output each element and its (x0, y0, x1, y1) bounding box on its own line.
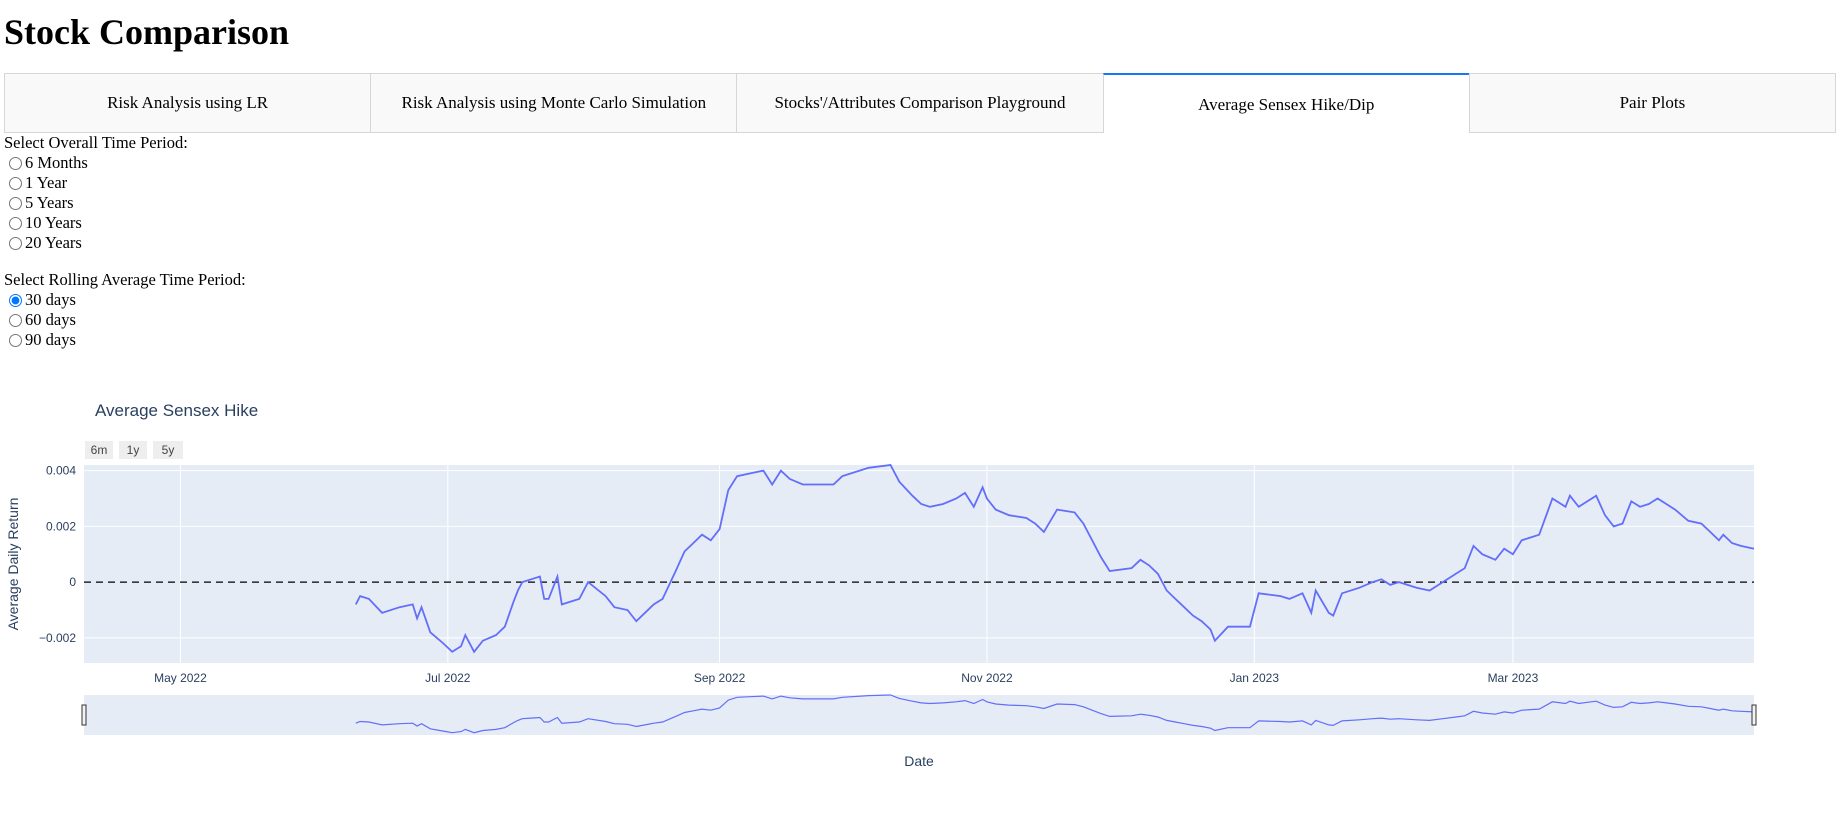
range-button-6m[interactable] (85, 441, 113, 459)
series-line[interactable] (355, 464, 1755, 654)
x-tick-label: May 2022 (154, 671, 207, 685)
range-button-label: 6m (91, 443, 108, 457)
x-tick-label: Nov 2022 (961, 671, 1013, 685)
time-period-option-label: 6 Months (25, 153, 88, 172)
y-tick-label: 0.002 (46, 519, 76, 533)
y-axis-label: Average Daily Return (5, 498, 21, 631)
x-axis-label: Date (904, 753, 934, 769)
time-period-radio-20y[interactable] (9, 236, 22, 250)
time-period-group: Select Overall Time Period: 6 Months 1 Y… (4, 133, 188, 253)
rolling-radio-90[interactable] (9, 333, 22, 347)
y-tick-label: 0 (69, 575, 76, 589)
y-tick-label: 0.004 (46, 464, 76, 478)
rolling-radio-60[interactable] (9, 313, 22, 327)
range-selector: 6m 1y 5y (85, 441, 183, 459)
time-period-radio-6m[interactable] (9, 156, 22, 170)
time-period-option-label: 1 Year (25, 173, 68, 192)
range-slider-line (355, 694, 1755, 734)
tab-risk-monte-carlo[interactable]: Risk Analysis using Monte Carlo Simulati… (370, 73, 738, 133)
rolling-radio-30[interactable] (9, 293, 22, 307)
range-slider[interactable] (84, 695, 1754, 735)
time-period-label: Select Overall Time Period: (4, 133, 188, 152)
x-tick-label: Mar 2023 (1488, 671, 1539, 685)
range-slider-handle-right[interactable] (1751, 704, 1757, 726)
tab-average-sensex[interactable]: Average Sensex Hike/Dip (1102, 73, 1470, 133)
chart-svg: Average Sensex Hike 6m 1y 5y 0.004 0.002 0 −0… (5, 401, 1757, 769)
time-period-option-label: 5 Years (25, 193, 74, 212)
tab-pair-plots[interactable]: Pair Plots (1468, 73, 1837, 133)
time-period-option: 10 Years (4, 213, 188, 233)
range-button-5y[interactable] (153, 441, 183, 459)
range-button-label: 5y (162, 443, 175, 457)
tab-bar: Risk Analysis using LR Risk Analysis usi… (4, 73, 1837, 133)
range-button-1y[interactable] (119, 441, 147, 459)
rolling-label: Select Rolling Average Time Period: (4, 270, 246, 289)
chart-title: Average Sensex Hike (95, 401, 258, 420)
rolling-option-label: 90 days (25, 330, 76, 349)
rolling-option: 30 days (4, 290, 246, 310)
y-tick-label: −0.002 (39, 631, 76, 645)
page-title: Stock Comparison (4, 12, 290, 52)
rolling-option: 60 days (4, 310, 246, 330)
range-slider-handle-left[interactable] (81, 704, 87, 726)
time-period-radio-1y[interactable] (9, 176, 22, 190)
time-period-option-label: 20 Years (25, 233, 82, 252)
rolling-option-label: 30 days (25, 290, 76, 309)
time-period-option-label: 10 Years (25, 213, 82, 232)
range-button-label: 1y (127, 443, 140, 457)
time-period-option: 1 Year (4, 173, 188, 193)
time-period-option: 20 Years (4, 233, 188, 253)
x-tick-label: Sep 2022 (694, 671, 746, 685)
sensex-chart: Average Sensex Hike 6m 1y 5y 0.004 0.002 0 −0… (0, 385, 1840, 785)
time-period-option: 6 Months (4, 153, 188, 173)
rolling-option-label: 60 days (25, 310, 76, 329)
time-period-radio-10y[interactable] (9, 216, 22, 230)
x-tick-label: Jan 2023 (1230, 671, 1280, 685)
time-period-option: 5 Years (4, 193, 188, 213)
y-tick-labels: 0.004 0.002 0 −0.002 (39, 464, 76, 645)
rolling-group: Select Rolling Average Time Period: 30 d… (4, 270, 246, 350)
rolling-option: 90 days (4, 330, 246, 350)
tab-risk-lr[interactable]: Risk Analysis using LR (4, 73, 372, 133)
x-tick-label: Jul 2022 (425, 671, 471, 685)
plot-area (84, 465, 1754, 663)
time-period-radio-5y[interactable] (9, 196, 22, 210)
tab-comparison-playground[interactable]: Stocks'/Attributes Comparison Playground (736, 73, 1104, 133)
x-tick-labels: May 2022 Jul 2022 Sep 2022 Nov 2022 Jan 2023… (154, 671, 1539, 685)
